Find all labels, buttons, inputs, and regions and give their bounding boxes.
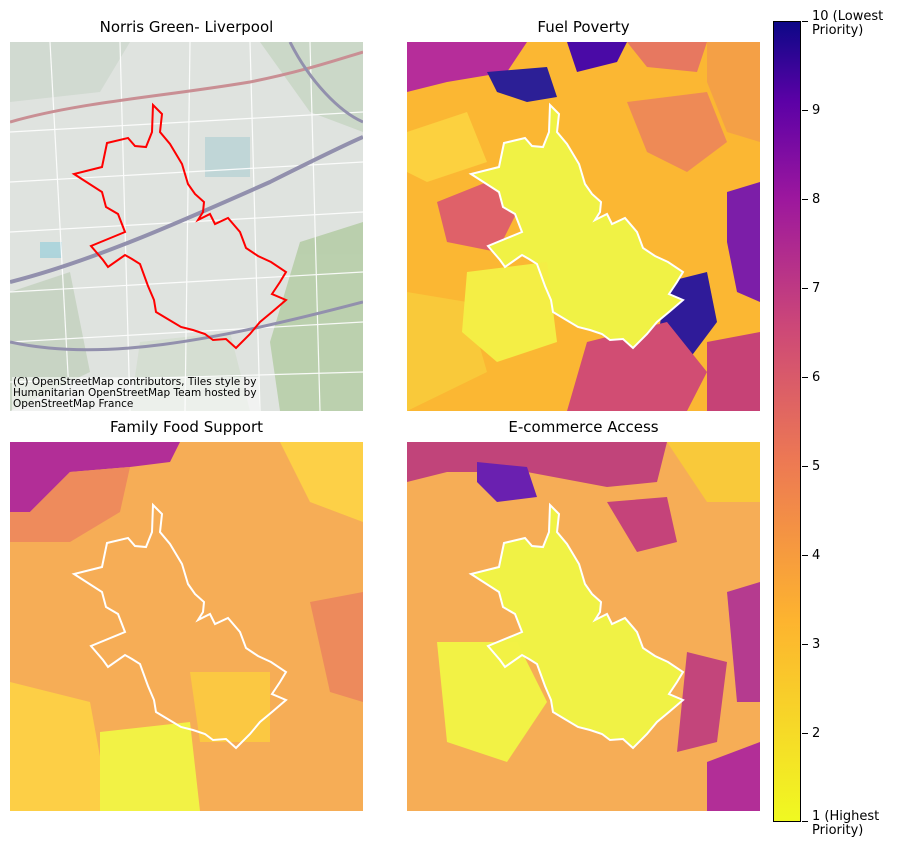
norris-green-boundary xyxy=(468,502,685,750)
colorbar-tick-9 xyxy=(802,110,808,111)
colorbar-tick-label-2: 2 xyxy=(812,726,821,741)
colorbar-tick-label-5: 5 xyxy=(812,459,821,474)
colorbar-tick-label-8: 8 xyxy=(812,192,821,207)
colorbar-tick-label-7: 7 xyxy=(812,281,821,296)
panel-title-family-food-support: Family Food Support xyxy=(109,418,264,436)
basemap-panel[interactable]: (C) OpenStreetMap contributors, Tiles st… xyxy=(10,42,363,411)
colorbar-tick-label-3: 3 xyxy=(812,637,821,652)
norris-green-boundary xyxy=(71,102,288,350)
family-food-support-map[interactable] xyxy=(10,442,363,811)
colorbar xyxy=(773,21,801,822)
colorbar-tick-7 xyxy=(802,288,808,289)
fuel-poverty-map[interactable] xyxy=(407,42,760,411)
colorbar-tick-3 xyxy=(802,644,808,645)
colorbar-tick-2 xyxy=(802,733,808,734)
colorbar-tick-10 xyxy=(802,21,808,22)
panel-title-basemap: Norris Green- Liverpool xyxy=(99,18,274,36)
panel-title-fuel-poverty: Fuel Poverty xyxy=(537,18,630,36)
colorbar-tick-4 xyxy=(802,555,808,556)
norris-green-boundary xyxy=(468,102,685,350)
colorbar-tick-8 xyxy=(802,199,808,200)
colorbar-top-label: 10 (Lowest Priority) xyxy=(812,9,884,38)
norris-green-boundary xyxy=(71,502,288,750)
colorbar-tick-5 xyxy=(802,466,808,467)
map-attribution: (C) OpenStreetMap contributors, Tiles st… xyxy=(12,376,259,411)
colorbar-tick-label-9: 9 xyxy=(812,103,821,118)
ecommerce-access-map[interactable] xyxy=(407,442,760,811)
colorbar-tick-label-4: 4 xyxy=(812,548,821,563)
colorbar-bottom-label: 1 (Highest Priority) xyxy=(812,809,880,838)
panel-title-ecommerce-access: E-commerce Access xyxy=(508,418,659,436)
colorbar-tick-6 xyxy=(802,377,808,378)
colorbar-tick-label-6: 6 xyxy=(812,370,821,385)
colorbar-tick-1 xyxy=(802,821,808,822)
